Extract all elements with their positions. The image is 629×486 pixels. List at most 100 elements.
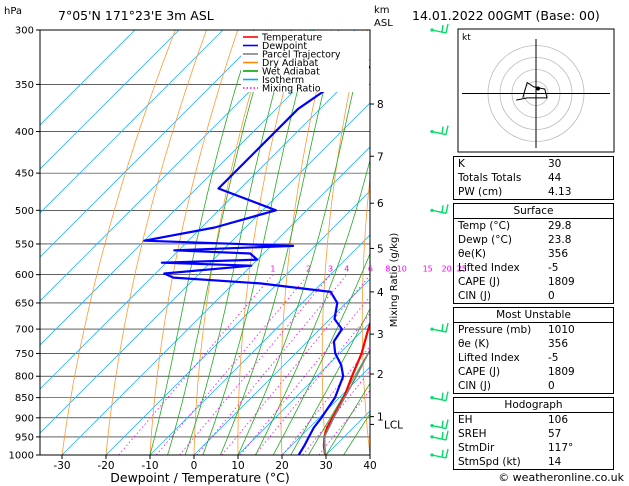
mixing-ratio-line (239, 295, 370, 455)
copyright-text: © weatheronline.co.uk (498, 471, 624, 484)
wind-barb-shaft (431, 396, 447, 402)
legend-label: Dry Adiabat (262, 58, 319, 69)
most-unstable-row: Pressure (mb) 1010 (454, 323, 613, 337)
hodograph-key: EH (458, 414, 473, 426)
mixing-ratio-label: 2 (306, 265, 311, 274)
pressure-tick-label: 350 (15, 80, 34, 91)
hodograph-storm-marker (536, 86, 540, 91)
hodograph-key: StmSpd (kt) (458, 456, 521, 468)
km-label: km (374, 5, 390, 16)
isotherm-line (193, 278, 370, 455)
indices-table: K 30 Totals Totals 44 PW (cm) 4.13 (453, 156, 614, 200)
most-unstable-row: Lifted Index -5 (454, 351, 613, 365)
temperature-tick-label: 40 (363, 460, 376, 472)
wind-barb-shaft (431, 209, 447, 215)
surface-title: Surface (513, 205, 554, 217)
wind-barb-dot (430, 208, 434, 212)
pressure-tick-label: 500 (15, 206, 34, 217)
isotherm-line (40, 30, 180, 170)
wind-barb-dot (430, 435, 434, 439)
hodograph-value: 57 (548, 428, 562, 440)
indices-value: 44 (548, 172, 562, 184)
hodograph-unit-label: kt (462, 33, 471, 43)
mixing-ratio-line (196, 274, 348, 455)
plot-frame (39, 29, 371, 456)
datetime-title: 14.01.2022 00GMT (Base: 00) (412, 8, 600, 23)
most-unstable-value: -5 (548, 352, 559, 364)
legend-label: Mixing Ratio (262, 84, 321, 95)
pressure-tick-label: 800 (15, 372, 34, 383)
indices-value: 30 (548, 158, 562, 170)
wind-barb-flag (445, 430, 449, 441)
surface-row: CIN (J) 0 (454, 289, 613, 303)
wind-barb-flag (445, 125, 449, 135)
dewpoint-line (143, 65, 370, 455)
mixing-ratio-axis-label: Mixing Ratio (g/kg) (389, 233, 400, 328)
pressure-tick-label: 750 (15, 349, 34, 360)
indices-key: PW (cm) (458, 186, 503, 198)
most-unstable-value: 1010 (548, 324, 575, 336)
hodograph-value: 106 (548, 414, 569, 426)
wet-adiabat-line (308, 348, 370, 455)
wet-adiabat-line (325, 382, 370, 455)
most-unstable-row: CIN (J) 0 (454, 379, 613, 393)
mixing-ratio-line (155, 274, 309, 455)
isotherm-line (40, 30, 136, 126)
surface-row: θe(K) 356 (454, 247, 613, 261)
indices-row: K 30 (454, 157, 613, 171)
temperature-tick-label: 20 (275, 460, 288, 472)
pressure-tick-label: 600 (15, 270, 34, 281)
surface-row: Temp (°C) 29.8 (454, 219, 613, 233)
most-unstable-key: Pressure (mb) (458, 324, 532, 336)
mixing-ratio-line (254, 313, 370, 455)
legend-label: Temperature (261, 33, 322, 44)
isotherm-line (40, 30, 312, 302)
isotherm-line (61, 146, 370, 455)
hodograph-value: 14 (548, 456, 562, 468)
mixing-ratio-label: 3 (328, 265, 333, 274)
dry-adiabat-line (280, 30, 332, 455)
legend-label: Isotherm (262, 75, 304, 86)
km-tick-label: 4 (377, 287, 384, 299)
pressure-tick-label: 650 (15, 298, 34, 309)
wet-adiabat-line (290, 307, 370, 455)
km-tick-label: 1 (377, 412, 384, 424)
location-title: 7°05'N 171°23'E 3m ASL (58, 8, 214, 23)
hodograph-key: SREH (458, 428, 487, 440)
km-tick-label: 6 (377, 198, 384, 210)
wind-barb-shaft (431, 436, 447, 441)
surface-value: 0 (548, 290, 555, 302)
pressure-tick-label: 450 (15, 169, 34, 180)
pressure-tick-label: 400 (15, 127, 34, 138)
wet-adiabat-line (167, 30, 273, 455)
dry-adiabat-line (321, 30, 363, 455)
wind-barb-shaft (431, 29, 447, 34)
wind-barb-flag (445, 322, 449, 333)
lcl-label: LCL (384, 419, 403, 431)
legend-label: Parcel Trajectory (262, 50, 341, 61)
mixing-ratio-line (179, 274, 331, 455)
most-unstable-row: CAPE (J) 1809 (454, 365, 613, 379)
temperature-tick-label: 0 (191, 460, 198, 472)
mixing-ratio-line (221, 274, 370, 455)
wet-adiabat-line (202, 30, 314, 455)
hodograph-key: StmDir (458, 442, 495, 454)
dry-adiabat-line (149, 30, 239, 455)
most-unstable-value: 356 (548, 338, 569, 350)
wind-barb-shaft (431, 424, 447, 430)
most-unstable-title: Most Unstable (496, 309, 571, 321)
wet-adiabat-line (149, 30, 255, 455)
isotherm-line (105, 190, 370, 455)
km-tick-label: 2 (377, 369, 384, 381)
pressure-tick-label: 950 (15, 432, 34, 443)
isotherm-line (40, 30, 224, 214)
surface-table: Surface Temp (°C) 29.8 Dewp (°C) 23.8 θe(K) 3… (453, 203, 614, 304)
mixing-ratio-label: 10 (397, 265, 407, 274)
wind-barb-flag (445, 391, 449, 401)
asl-label: ASL (374, 18, 393, 29)
isotherm-line (40, 30, 268, 258)
pressure-tick-label: 300 (15, 26, 34, 37)
surface-value: 356 (548, 248, 569, 260)
surface-key: CIN (J) (458, 290, 491, 302)
